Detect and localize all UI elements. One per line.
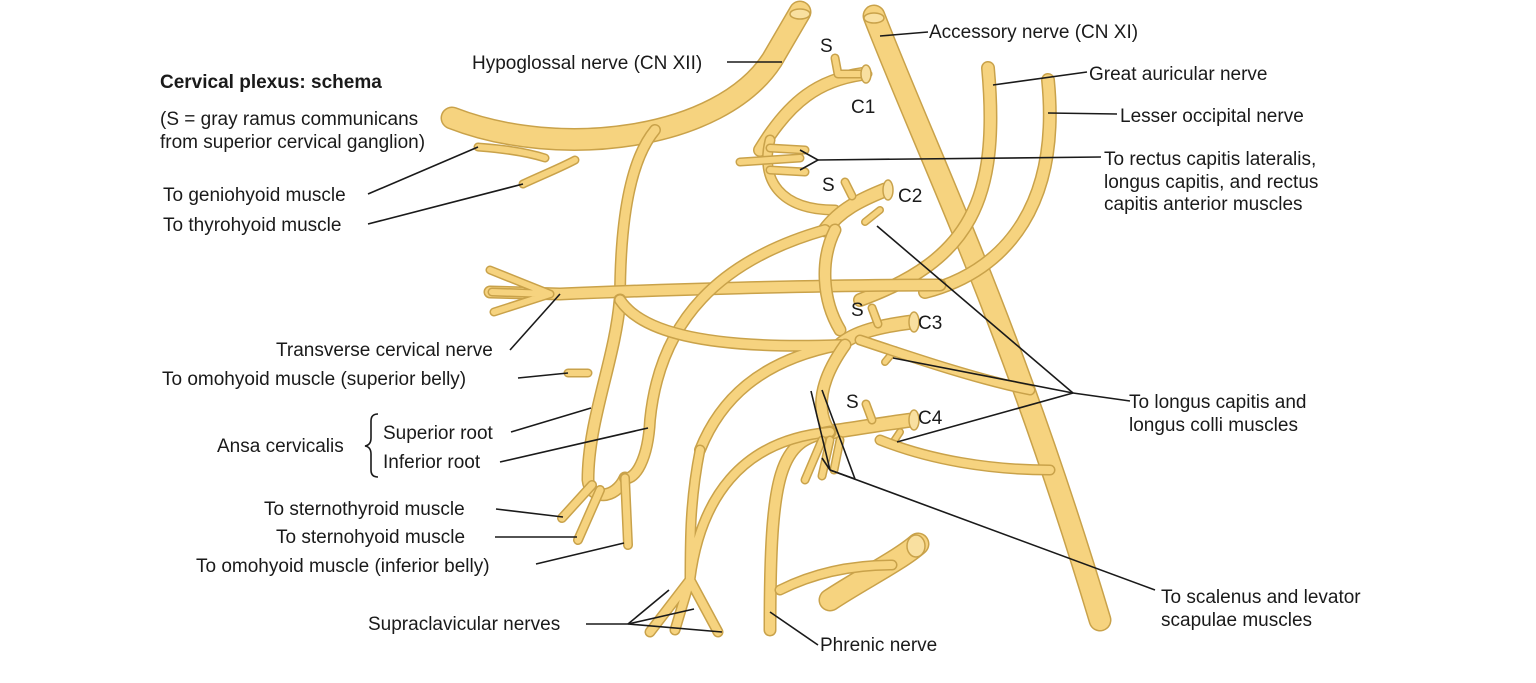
c2-c3-communication [818,223,847,337]
hypoglossal-cut-end [789,8,811,20]
transverse-cervical-nerve [483,278,947,301]
c2-gray-ramus [840,177,857,201]
omohyoid-inferior-branch [557,473,633,550]
root-label-c3: C3 [918,313,942,334]
label-inferior-root: Inferior root [383,452,481,473]
transverse-branches [485,265,555,317]
label-phrenic-nerve: Phrenic nerve [820,635,937,656]
c1-root-cut-end [860,64,872,84]
label-transverse-cervical-nerve: Transverse cervical nerve [276,340,493,361]
label-omohyoid-inferior: To omohyoid muscle (inferior belly) [196,556,490,577]
label-scalenus-line-2: scapulae muscles [1161,610,1312,631]
label-sternohyoid: To sternohyoid muscle [276,527,465,548]
ansa-superior-root [581,293,632,502]
label-supraclavicular-nerves: Supraclavicular nerves [368,614,560,635]
c3-root-cut-end [908,311,920,333]
label-rectus-line-2: longus capitis, and rectus [1104,172,1318,193]
hypoglossal-descendens [614,124,661,306]
gray-ramus-s-c3: S [851,300,864,321]
hypoglossal-nerve [440,0,812,151]
c4-root-cut-end [908,409,920,431]
geniohyoid-branch [473,142,550,163]
c2-root-cut-end [882,179,894,201]
cut-nerve-lower [774,559,898,596]
label-omohyoid-superior: To omohyoid muscle (superior belly) [162,369,466,390]
label-longus-line-2: longus colli muscles [1129,415,1298,436]
label-rectus-line-1: To rectus capitis lateralis, [1104,149,1316,170]
c3-gray-ramus [867,303,883,329]
c3-lateral-branches [614,294,846,456]
c1-c2-loop [762,134,841,216]
gray-ramus-s-c4: S [846,392,859,413]
scalenus-branches [800,435,845,485]
note-line-2: from superior cervical ganglion) [160,132,425,153]
ansa-inferior-root [619,224,831,484]
c4-gray-ramus [861,399,877,425]
label-ansa-cervicalis: Ansa cervicalis [217,436,344,457]
accessory-cut-end [863,12,885,24]
c4-to-trapezius [874,434,1056,476]
root-label-c2: C2 [898,186,922,207]
lesser-occipital-nerve [918,73,1057,299]
root-label-c4: C4 [918,408,943,429]
c1-gray-ramus [830,53,873,79]
label-superior-root: Superior root [383,423,494,444]
nerve-drawing [440,0,1112,638]
label-scalenus-line-1: To scalenus and levator [1161,587,1361,608]
thyrohyoid-branch [518,155,580,189]
label-longus-line-1: To longus capitis and [1129,392,1306,413]
c4-ramus [822,412,920,440]
label-rectus-line-3: capitis anterior muscles [1104,194,1303,215]
labels: Cervical plexus: schema (S = gray ramus … [160,22,1361,656]
gray-ramus-s-c1: S [820,36,833,57]
diagram-title: Cervical plexus: schema [160,72,382,93]
accessory-nerve [862,4,1112,632]
label-geniohyoid: To geniohyoid muscle [163,185,346,206]
label-sternothyroid: To sternothyroid muscle [264,499,465,520]
clavicle-cut-end [906,534,926,558]
ansa-brace [364,413,379,478]
label-hypoglossal-nerve: Hypoglossal nerve (CN XII) [472,53,702,74]
root-label-c1: C1 [851,97,875,118]
gray-ramus-s-c2: S [822,175,835,196]
note-line-1: (S = gray ramus communicans [160,109,418,130]
label-thyrohyoid: To thyrohyoid muscle [163,215,341,236]
supraclavicular-nerves [644,426,836,638]
label-lesser-occipital-nerve: Lesser occipital nerve [1120,106,1304,127]
label-accessory-nerve: Accessory nerve (CN XI) [929,22,1138,43]
rectus-branches [735,143,810,177]
label-great-auricular-nerve: Great auricular nerve [1089,64,1267,85]
c2-ramus [817,182,893,238]
leader-lines [367,31,1156,646]
